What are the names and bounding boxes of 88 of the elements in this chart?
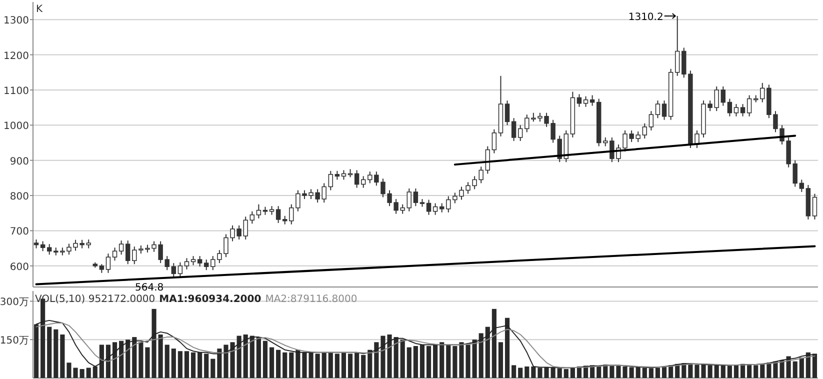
candlestick [184, 258, 190, 270]
candlestick [504, 100, 510, 126]
bar [754, 365, 758, 378]
candlestick [439, 202, 444, 213]
candlestick [576, 94, 582, 108]
candlestick [276, 206, 281, 224]
y-tick-label: 1300 [4, 16, 29, 27]
bar [80, 369, 84, 378]
candlestick [354, 170, 360, 188]
y-tick-label: 800 [10, 192, 29, 203]
candlestick [406, 188, 412, 212]
candlestick [511, 118, 516, 142]
candlestick [674, 16, 680, 76]
candlestick [40, 240, 46, 252]
bar [524, 366, 530, 378]
bar [171, 348, 176, 378]
y-tick-label: 300万 [0, 297, 29, 308]
candlestick [413, 188, 418, 207]
bar [348, 354, 353, 378]
y-axis-title: K [36, 4, 43, 15]
annotation: 564.8 [135, 282, 164, 294]
bar [322, 352, 326, 378]
candlestick [360, 176, 366, 188]
candlestick [734, 104, 739, 117]
bar [446, 344, 451, 378]
bar [282, 352, 288, 378]
candlestick [812, 193, 818, 220]
bar [334, 354, 340, 378]
bar [440, 342, 444, 378]
text: MA1:960934.2000 [159, 294, 262, 305]
candlestick [46, 244, 52, 256]
y-tick-label: 900 [10, 156, 29, 168]
candlestick [648, 110, 654, 131]
candlestick [190, 256, 196, 266]
bar [406, 347, 412, 378]
candlestick [171, 262, 176, 279]
bar [164, 344, 170, 378]
candlestick [432, 202, 438, 216]
candlestick [662, 100, 667, 120]
y-tick-label: 1000 [4, 121, 29, 132]
candlestick [250, 210, 255, 224]
y-tick-label: 1200 [4, 50, 29, 62]
bar [452, 346, 458, 378]
candlestick [583, 96, 588, 108]
bar [276, 350, 281, 378]
candlestick [590, 94, 595, 106]
candlestick [178, 262, 183, 278]
candlestick [197, 256, 202, 268]
y-tick-label: 600 [10, 262, 29, 273]
candlestick [328, 170, 334, 191]
candlestick [112, 247, 118, 262]
candlestick [655, 100, 660, 119]
candlestick [518, 124, 523, 142]
bar [315, 354, 320, 378]
bar [86, 368, 91, 378]
bar [178, 351, 182, 378]
bar [734, 364, 739, 378]
candlestick [720, 86, 726, 106]
bar [60, 334, 65, 378]
text: MA2:879116.8000 [265, 294, 358, 305]
candlestick [727, 98, 732, 117]
bar [792, 361, 798, 378]
bar [498, 342, 504, 378]
bar [512, 365, 516, 378]
candlestick [256, 204, 262, 219]
bar [518, 368, 523, 378]
candlestick [106, 253, 111, 274]
candlestick [492, 128, 497, 154]
candlestick [799, 179, 804, 192]
candlestick [426, 199, 432, 216]
bar [328, 352, 333, 378]
candlestick [341, 170, 346, 180]
candlestick [740, 104, 746, 117]
candlestick [125, 240, 130, 265]
y-tick-label: 150万 [0, 336, 29, 347]
candlestick [118, 240, 124, 256]
candlestick [642, 122, 648, 140]
bar [54, 329, 58, 378]
candlestick [204, 259, 209, 271]
bar [727, 366, 732, 378]
y-tick-label: 1100 [4, 86, 29, 97]
bar [47, 326, 52, 378]
candlestick [746, 94, 752, 117]
bar [269, 347, 274, 378]
annotation: 1310.2 [628, 12, 664, 24]
bar [341, 352, 346, 378]
y-tick-label: 700 [10, 226, 29, 238]
bar [210, 358, 216, 378]
